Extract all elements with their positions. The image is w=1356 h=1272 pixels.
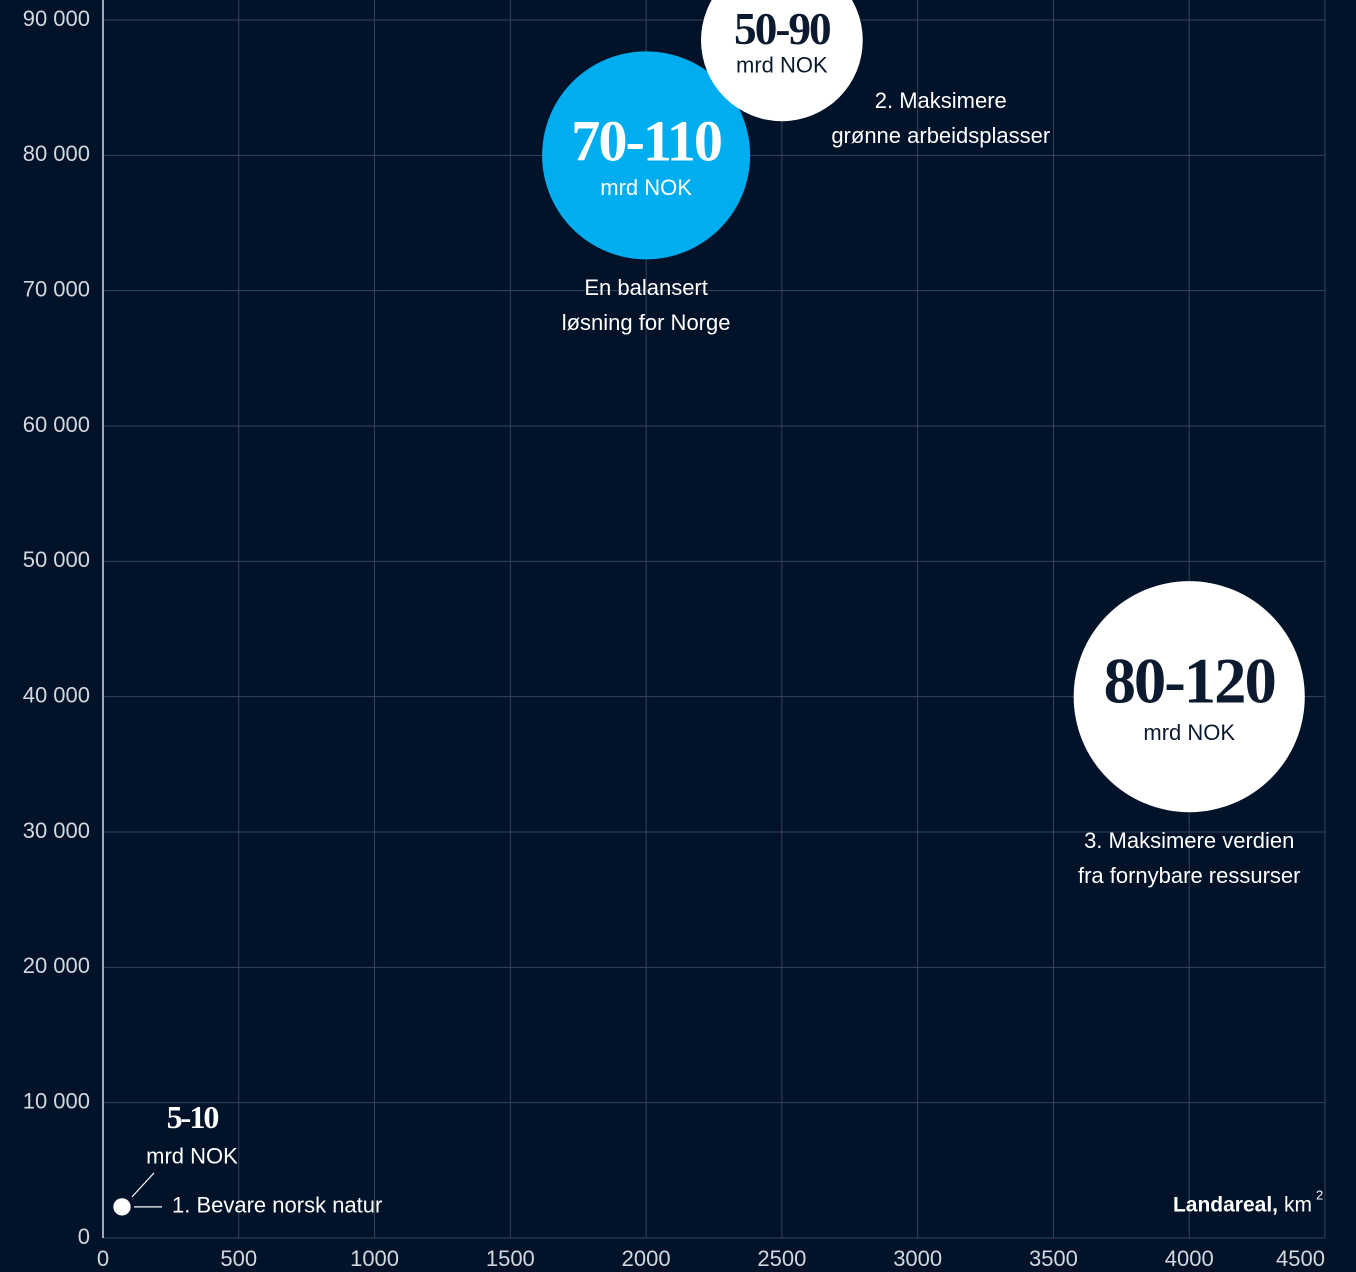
- x-tick-label: 1000: [350, 1246, 399, 1271]
- x-tick-label: 500: [220, 1246, 257, 1271]
- x-tick-label: 3500: [1029, 1246, 1078, 1271]
- bubble-unit-label: mrd NOK: [600, 175, 692, 200]
- bubble-value-label: 50-90: [734, 4, 830, 54]
- leader-line: [131, 1172, 155, 1198]
- y-tick-label: 0: [78, 1224, 90, 1249]
- bubble-name: løsning for Norge: [562, 310, 731, 335]
- y-tick-label: 90 000: [23, 6, 90, 31]
- y-tick-label: 80 000: [23, 141, 90, 166]
- x-tick-label: 2500: [757, 1246, 806, 1271]
- bubble: [542, 51, 751, 260]
- bubble: [701, 0, 863, 122]
- bubble-unit-label: mrd NOK: [736, 52, 828, 77]
- bubble-name: 1. Bevare norsk natur: [172, 1193, 382, 1218]
- x-tick-label: 3000: [893, 1246, 942, 1271]
- bubble-name: En balansert: [584, 275, 708, 300]
- bubble-name: 2. Maksimere: [875, 88, 1007, 113]
- x-tick-label: 2000: [622, 1246, 671, 1271]
- x-axis-unit: km: [1284, 1194, 1312, 1217]
- bubble-unit-label: mrd NOK: [146, 1144, 238, 1169]
- y-tick-label: 70 000: [23, 276, 90, 301]
- x-tick-label: 1500: [486, 1246, 535, 1271]
- bubble-name: grønne arbeidsplasser: [831, 123, 1050, 148]
- bubble: [1073, 581, 1305, 813]
- y-tick-label: 50 000: [23, 547, 90, 572]
- bubble-name: 3. Maksimere verdien: [1084, 828, 1294, 853]
- x-tick-label: 4000: [1165, 1246, 1214, 1271]
- bubble-name: fra fornybare ressurser: [1078, 863, 1301, 888]
- x-axis-unit-superscript: 2: [1316, 1187, 1323, 1202]
- y-tick-label: 40 000: [23, 682, 90, 707]
- bubble-value-label: 5-10: [167, 1099, 219, 1135]
- y-tick-label: 30 000: [23, 818, 90, 843]
- y-tick-label: 60 000: [23, 412, 90, 437]
- x-tick-label: 0: [97, 1246, 109, 1271]
- bubble-unit-label: mrd NOK: [1143, 720, 1235, 745]
- bubble: [113, 1198, 131, 1216]
- bubble-value-label: 80-120: [1104, 644, 1275, 716]
- x-axis-label: Landareal,: [1173, 1194, 1278, 1217]
- y-tick-label: 10 000: [23, 1088, 90, 1113]
- x-tick-label: 4500: [1276, 1246, 1325, 1271]
- y-tick-label: 20 000: [23, 953, 90, 978]
- bubble-value-label: 70-110: [571, 108, 721, 173]
